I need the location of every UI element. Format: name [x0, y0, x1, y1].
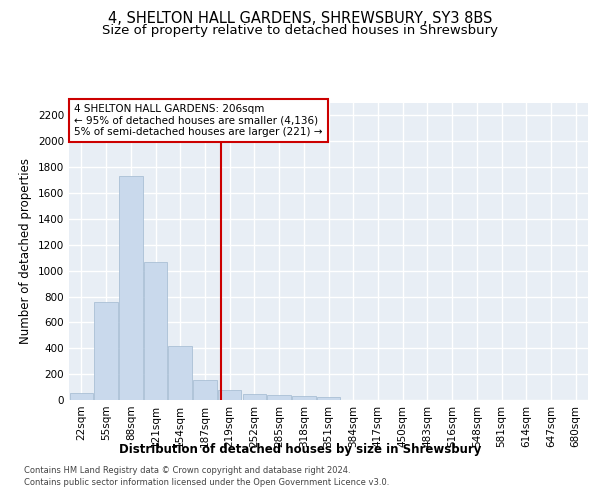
Bar	[94, 302, 118, 400]
Bar	[218, 390, 241, 400]
Bar	[144, 262, 167, 400]
Text: 4 SHELTON HALL GARDENS: 206sqm
← 95% of detached houses are smaller (4,136)
5% o: 4 SHELTON HALL GARDENS: 206sqm ← 95% of …	[74, 104, 323, 137]
Text: Contains public sector information licensed under the Open Government Licence v3: Contains public sector information licen…	[24, 478, 389, 487]
Text: Distribution of detached houses by size in Shrewsbury: Distribution of detached houses by size …	[119, 442, 481, 456]
Bar	[268, 395, 291, 400]
Text: 4, SHELTON HALL GARDENS, SHREWSBURY, SY3 8BS: 4, SHELTON HALL GARDENS, SHREWSBURY, SY3…	[108, 11, 492, 26]
Bar	[169, 346, 192, 400]
Bar	[193, 380, 217, 400]
Text: Contains HM Land Registry data © Crown copyright and database right 2024.: Contains HM Land Registry data © Crown c…	[24, 466, 350, 475]
Bar	[242, 394, 266, 400]
Bar	[317, 398, 340, 400]
Text: Size of property relative to detached houses in Shrewsbury: Size of property relative to detached ho…	[102, 24, 498, 37]
Bar	[119, 176, 143, 400]
Bar	[70, 393, 93, 400]
Y-axis label: Number of detached properties: Number of detached properties	[19, 158, 32, 344]
Bar	[292, 396, 316, 400]
